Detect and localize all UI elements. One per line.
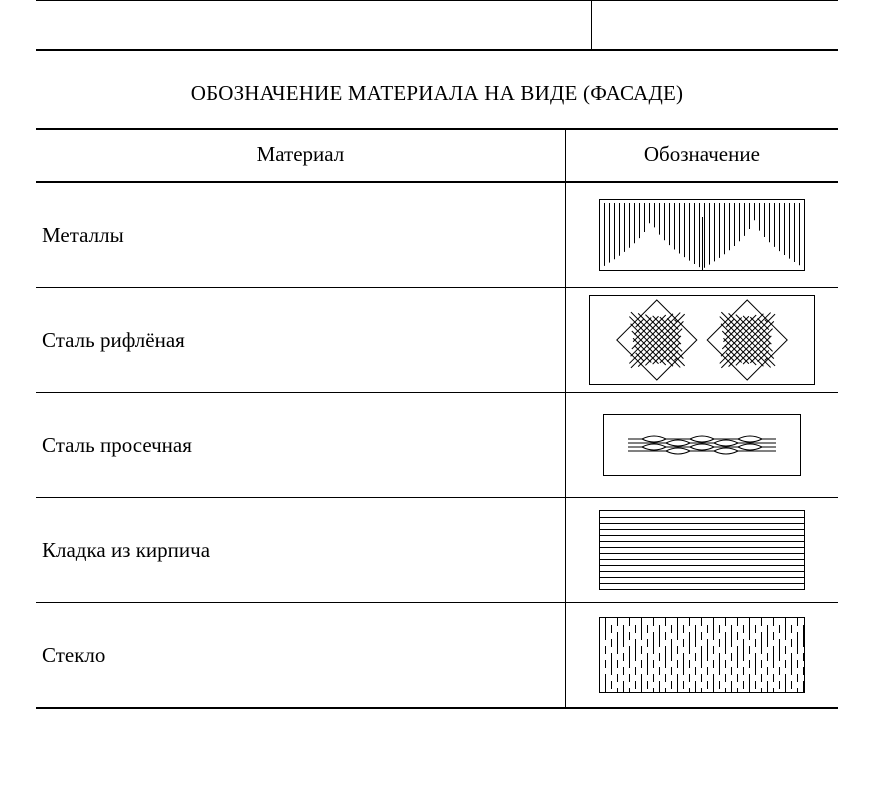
section-title: ОБОЗНАЧЕНИЕ МАТЕРИАЛА НА ВИДЕ (ФАСАДЕ) bbox=[36, 81, 838, 106]
table-header-row: Материал Обозначение bbox=[36, 129, 838, 182]
material-symbol-cell bbox=[565, 603, 838, 709]
material-symbol-cell bbox=[565, 498, 838, 603]
material-symbol-cell bbox=[565, 393, 838, 498]
material-name: Сталь рифлёная bbox=[36, 288, 565, 393]
expanded-metal-icon bbox=[603, 414, 801, 476]
header-designation: Обозначение bbox=[565, 129, 838, 182]
material-name: Металлы bbox=[36, 182, 565, 288]
materials-table: Материал Обозначение МеталлыСталь рифлён… bbox=[36, 128, 838, 709]
table-row: Металлы bbox=[36, 182, 838, 288]
material-name: Кладка из кирпича bbox=[36, 498, 565, 603]
table-row: Сталь рифлёная bbox=[36, 288, 838, 393]
material-name: Стекло bbox=[36, 603, 565, 709]
material-symbol-cell bbox=[565, 288, 838, 393]
top-header-fragment bbox=[36, 0, 838, 51]
metals-arches-icon bbox=[599, 199, 805, 271]
horizontal-lines-icon bbox=[599, 510, 805, 590]
table-row: Стекло bbox=[36, 603, 838, 709]
glass-dashes-icon bbox=[599, 617, 805, 693]
top-header-vertical-separator bbox=[591, 1, 592, 49]
header-material: Материал bbox=[36, 129, 565, 182]
material-name: Сталь просечная bbox=[36, 393, 565, 498]
checkered-diamonds-icon bbox=[589, 295, 815, 385]
material-symbol-cell bbox=[565, 182, 838, 288]
table-row: Кладка из кирпича bbox=[36, 498, 838, 603]
table-row: Сталь просечная bbox=[36, 393, 838, 498]
